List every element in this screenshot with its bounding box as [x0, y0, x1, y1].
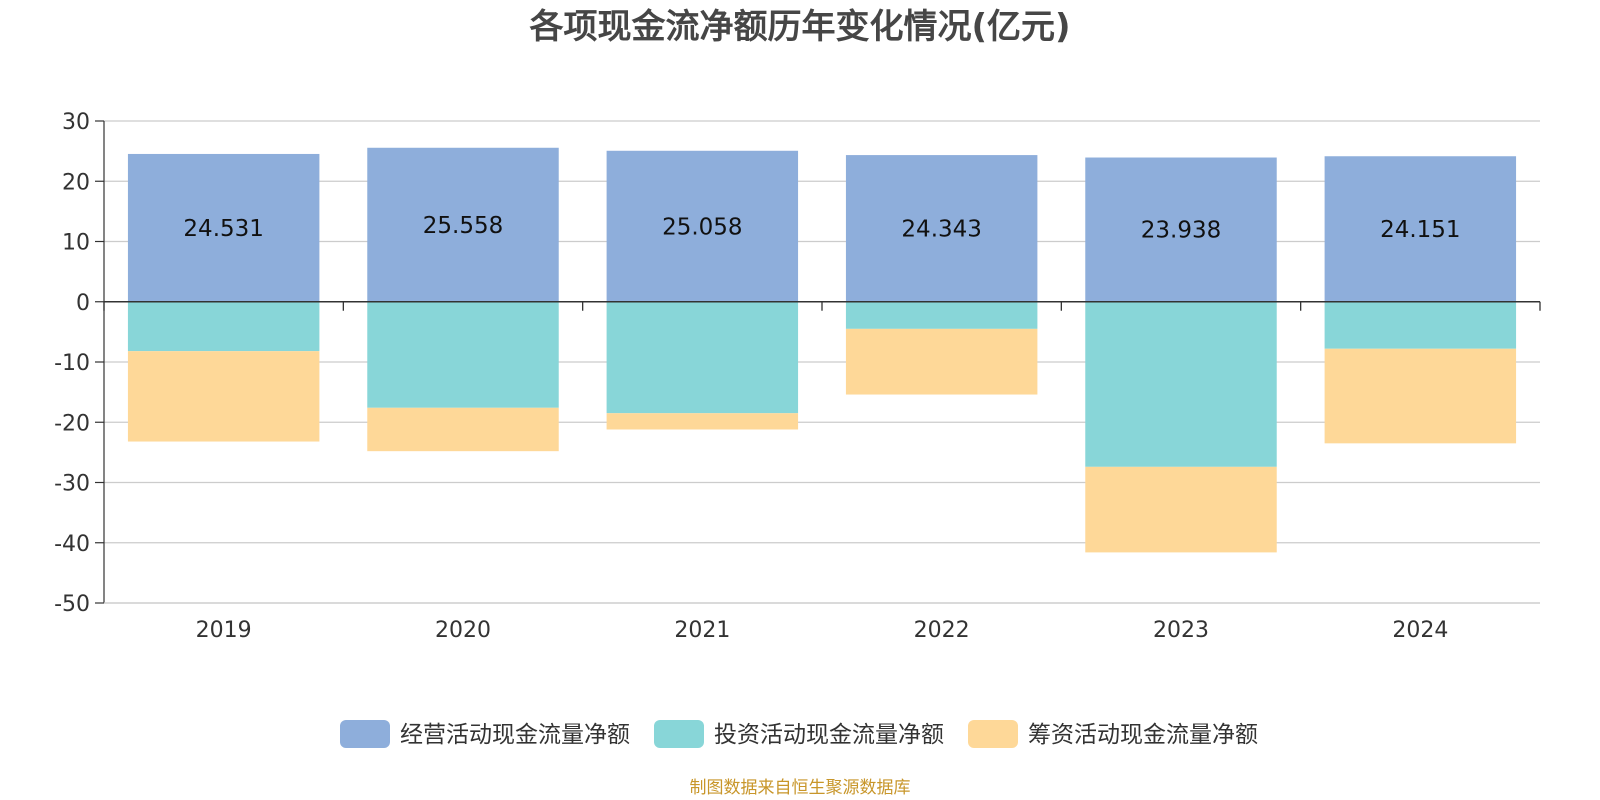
x-tick-label: 2023 — [1153, 618, 1209, 643]
legend-swatch — [654, 720, 704, 748]
source-note: 制图数据来自恒生聚源数据库 — [690, 778, 911, 798]
y-tick-label: 30 — [62, 110, 90, 135]
bar — [606, 413, 799, 430]
grid-lines — [104, 120, 1540, 604]
data-label: 24.343 — [901, 216, 981, 242]
bar — [606, 150, 799, 302]
chart-title: 各项现金流净额历年变化情况(亿元) — [529, 7, 1070, 47]
bars — [127, 147, 1517, 553]
legend-swatch — [340, 720, 390, 748]
data-labels: 24.531 25.558 25.058 24.343 23.938 24.151 — [183, 213, 1460, 244]
x-tick-label: 2021 — [674, 618, 730, 643]
axes: 30 20 10 0 -10 -20 -30 -40 -50 2019 2020 2021 2022 20… — [54, 110, 1541, 643]
bar — [127, 153, 320, 302]
bar — [367, 147, 559, 302]
bar — [1085, 301, 1277, 467]
bar — [1324, 156, 1517, 302]
legend: 经营活动现金流量净额 投资活动现金流量净额 筹资活动现金流量净额 — [340, 720, 1258, 748]
y-tick-label: -40 — [54, 532, 90, 557]
y-tick-label: 10 — [62, 231, 90, 256]
y-tick-label: 20 — [62, 170, 90, 195]
data-label: 24.531 — [183, 216, 263, 242]
x-tick-label: 2024 — [1392, 618, 1448, 643]
bar — [1085, 157, 1277, 302]
y-tick-label: -50 — [54, 592, 90, 617]
bar — [367, 407, 559, 452]
bar — [1324, 301, 1517, 349]
y-tick-label: -30 — [54, 472, 90, 497]
y-tick-label: -20 — [54, 411, 90, 436]
bar — [845, 301, 1038, 329]
bar — [845, 328, 1038, 395]
bar — [127, 301, 320, 352]
data-label: 25.058 — [662, 214, 742, 240]
data-label: 23.938 — [1141, 218, 1221, 244]
legend-label: 经营活动现金流量净额 — [400, 722, 630, 748]
bar — [127, 351, 320, 442]
bar — [1085, 466, 1277, 553]
legend-swatch — [968, 720, 1018, 748]
data-label: 24.151 — [1380, 217, 1460, 243]
bar — [1324, 348, 1517, 444]
bar — [606, 301, 799, 414]
data-label: 25.558 — [423, 213, 503, 239]
x-tick-label: 2022 — [914, 618, 970, 643]
legend-label: 筹资活动现金流量净额 — [1028, 722, 1258, 748]
x-tick-label: 2020 — [435, 618, 491, 643]
legend-label: 投资活动现金流量净额 — [714, 722, 944, 748]
bar — [845, 155, 1038, 302]
bar — [367, 301, 559, 408]
x-tick-label: 2019 — [196, 618, 252, 643]
y-tick-label: 0 — [76, 291, 90, 316]
y-tick-label: -10 — [54, 351, 90, 376]
